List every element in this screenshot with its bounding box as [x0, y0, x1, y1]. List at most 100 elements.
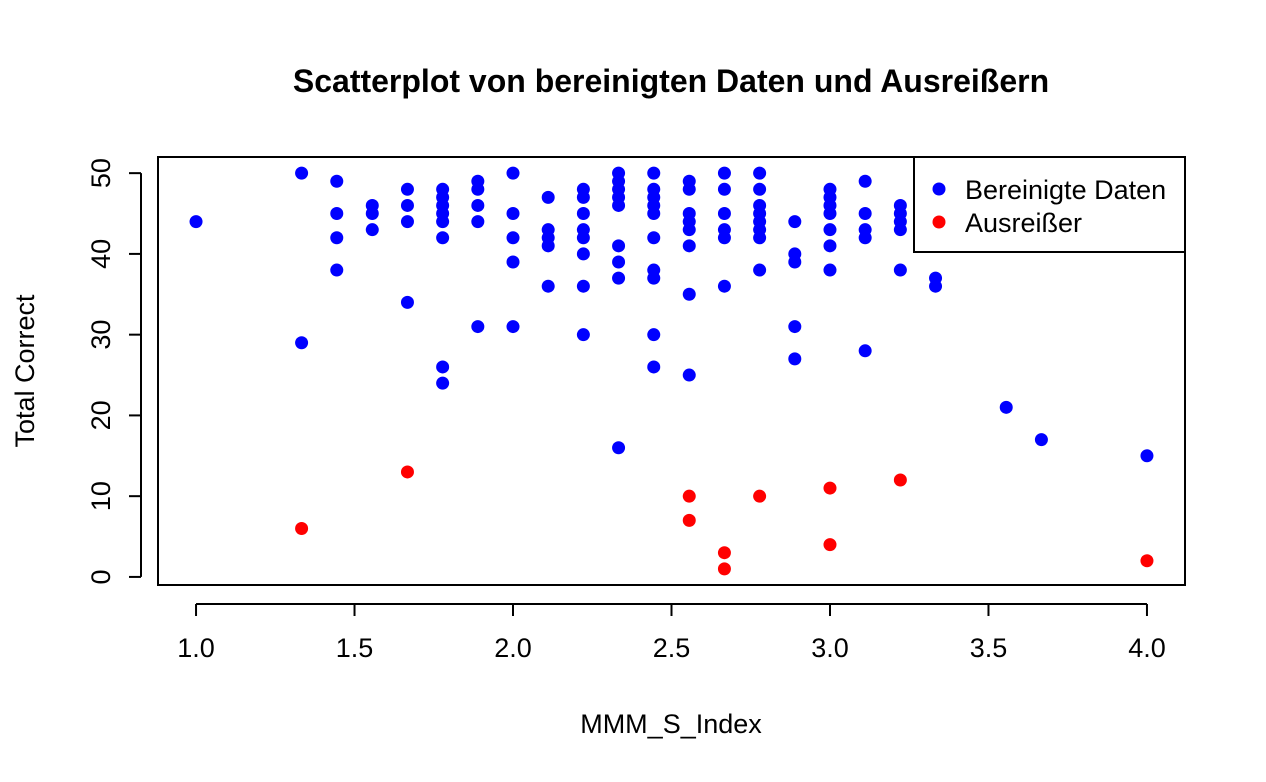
data-point — [858, 174, 872, 188]
data-point — [753, 166, 767, 180]
plot-frame — [157, 156, 1186, 586]
data-point — [295, 166, 309, 180]
x-tick-label: 3.0 — [811, 633, 849, 663]
data-point — [788, 320, 802, 334]
x-tick-label: 2.0 — [494, 633, 532, 663]
data-point — [330, 263, 344, 277]
data-point — [893, 263, 907, 277]
data-point — [893, 223, 907, 237]
data-point — [189, 215, 203, 229]
y-tick-label: 0 — [86, 569, 116, 584]
data-point — [541, 190, 555, 204]
data-point — [788, 255, 802, 269]
data-point — [612, 255, 626, 269]
legend-label-bereinigte-daten: Bereinigte Daten — [965, 175, 1166, 205]
data-point — [647, 207, 661, 221]
data-point — [858, 344, 872, 358]
series-ausreisser — [295, 465, 1154, 576]
data-point — [436, 376, 450, 390]
data-point — [1140, 449, 1154, 463]
data-point — [717, 546, 731, 560]
data-point — [506, 320, 520, 334]
data-point — [788, 352, 802, 366]
data-point — [647, 231, 661, 245]
legend-label-ausreisser: Ausreißer — [965, 208, 1082, 238]
data-point — [717, 207, 731, 221]
data-point — [612, 239, 626, 253]
data-point — [506, 255, 520, 269]
data-point — [682, 489, 696, 503]
data-point — [753, 489, 767, 503]
data-point — [330, 207, 344, 221]
data-point — [682, 368, 696, 382]
data-point — [506, 231, 520, 245]
x-axis: 1.0 1.5 2.0 2.5 3.0 3.5 4.0 — [177, 603, 1166, 663]
y-tick-label: 10 — [86, 481, 116, 511]
data-point — [612, 271, 626, 285]
data-point — [506, 207, 520, 221]
data-point — [647, 271, 661, 285]
x-axis-label: MMM_S_Index — [580, 709, 762, 739]
data-point — [471, 320, 485, 334]
data-point — [436, 360, 450, 374]
legend: Bereinigte Daten Ausreißer — [913, 156, 1186, 253]
data-point — [717, 562, 731, 576]
data-point — [576, 231, 590, 245]
data-point — [400, 215, 414, 229]
data-point — [330, 231, 344, 245]
data-point — [823, 239, 837, 253]
data-point — [858, 231, 872, 245]
data-point — [576, 207, 590, 221]
data-point — [717, 182, 731, 196]
data-point — [647, 360, 661, 374]
data-point — [682, 239, 696, 253]
legend-box — [913, 156, 1186, 253]
data-point — [788, 215, 802, 229]
x-tick-label: 2.5 — [653, 633, 691, 663]
y-axis: 0 10 20 30 40 50 — [86, 158, 142, 584]
y-tick-label: 50 — [86, 158, 116, 188]
data-point — [576, 247, 590, 261]
data-point — [576, 279, 590, 293]
data-point — [541, 279, 555, 293]
data-point — [471, 198, 485, 212]
data-point — [436, 231, 450, 245]
data-point — [682, 182, 696, 196]
data-point — [823, 223, 837, 237]
data-point — [365, 207, 379, 221]
data-point — [612, 441, 626, 455]
data-point — [612, 198, 626, 212]
data-point — [682, 287, 696, 301]
data-point — [400, 182, 414, 196]
data-point — [753, 182, 767, 196]
y-tick-label: 40 — [86, 239, 116, 269]
series-bereinigte-daten — [189, 166, 1154, 463]
data-point — [858, 207, 872, 221]
data-point — [576, 190, 590, 204]
data-point — [823, 538, 837, 552]
data-point — [893, 473, 907, 487]
x-tick-label: 4.0 — [1128, 633, 1166, 663]
data-point — [823, 263, 837, 277]
data-point — [753, 263, 767, 277]
data-point — [365, 223, 379, 237]
data-point — [717, 279, 731, 293]
data-point — [295, 521, 309, 535]
data-point — [823, 207, 837, 221]
y-tick-label: 30 — [86, 320, 116, 350]
x-tick-label: 1.0 — [177, 633, 215, 663]
data-point — [929, 279, 943, 293]
data-point — [717, 166, 731, 180]
x-tick-label: 1.5 — [336, 633, 374, 663]
data-point — [682, 513, 696, 527]
data-point — [295, 336, 309, 350]
data-point — [400, 295, 414, 309]
data-point — [576, 328, 590, 342]
data-point — [1034, 433, 1048, 447]
data-point — [471, 182, 485, 196]
data-point — [506, 166, 520, 180]
legend-marker-ausreisser — [932, 215, 946, 229]
data-point — [717, 231, 731, 245]
data-point — [400, 198, 414, 212]
